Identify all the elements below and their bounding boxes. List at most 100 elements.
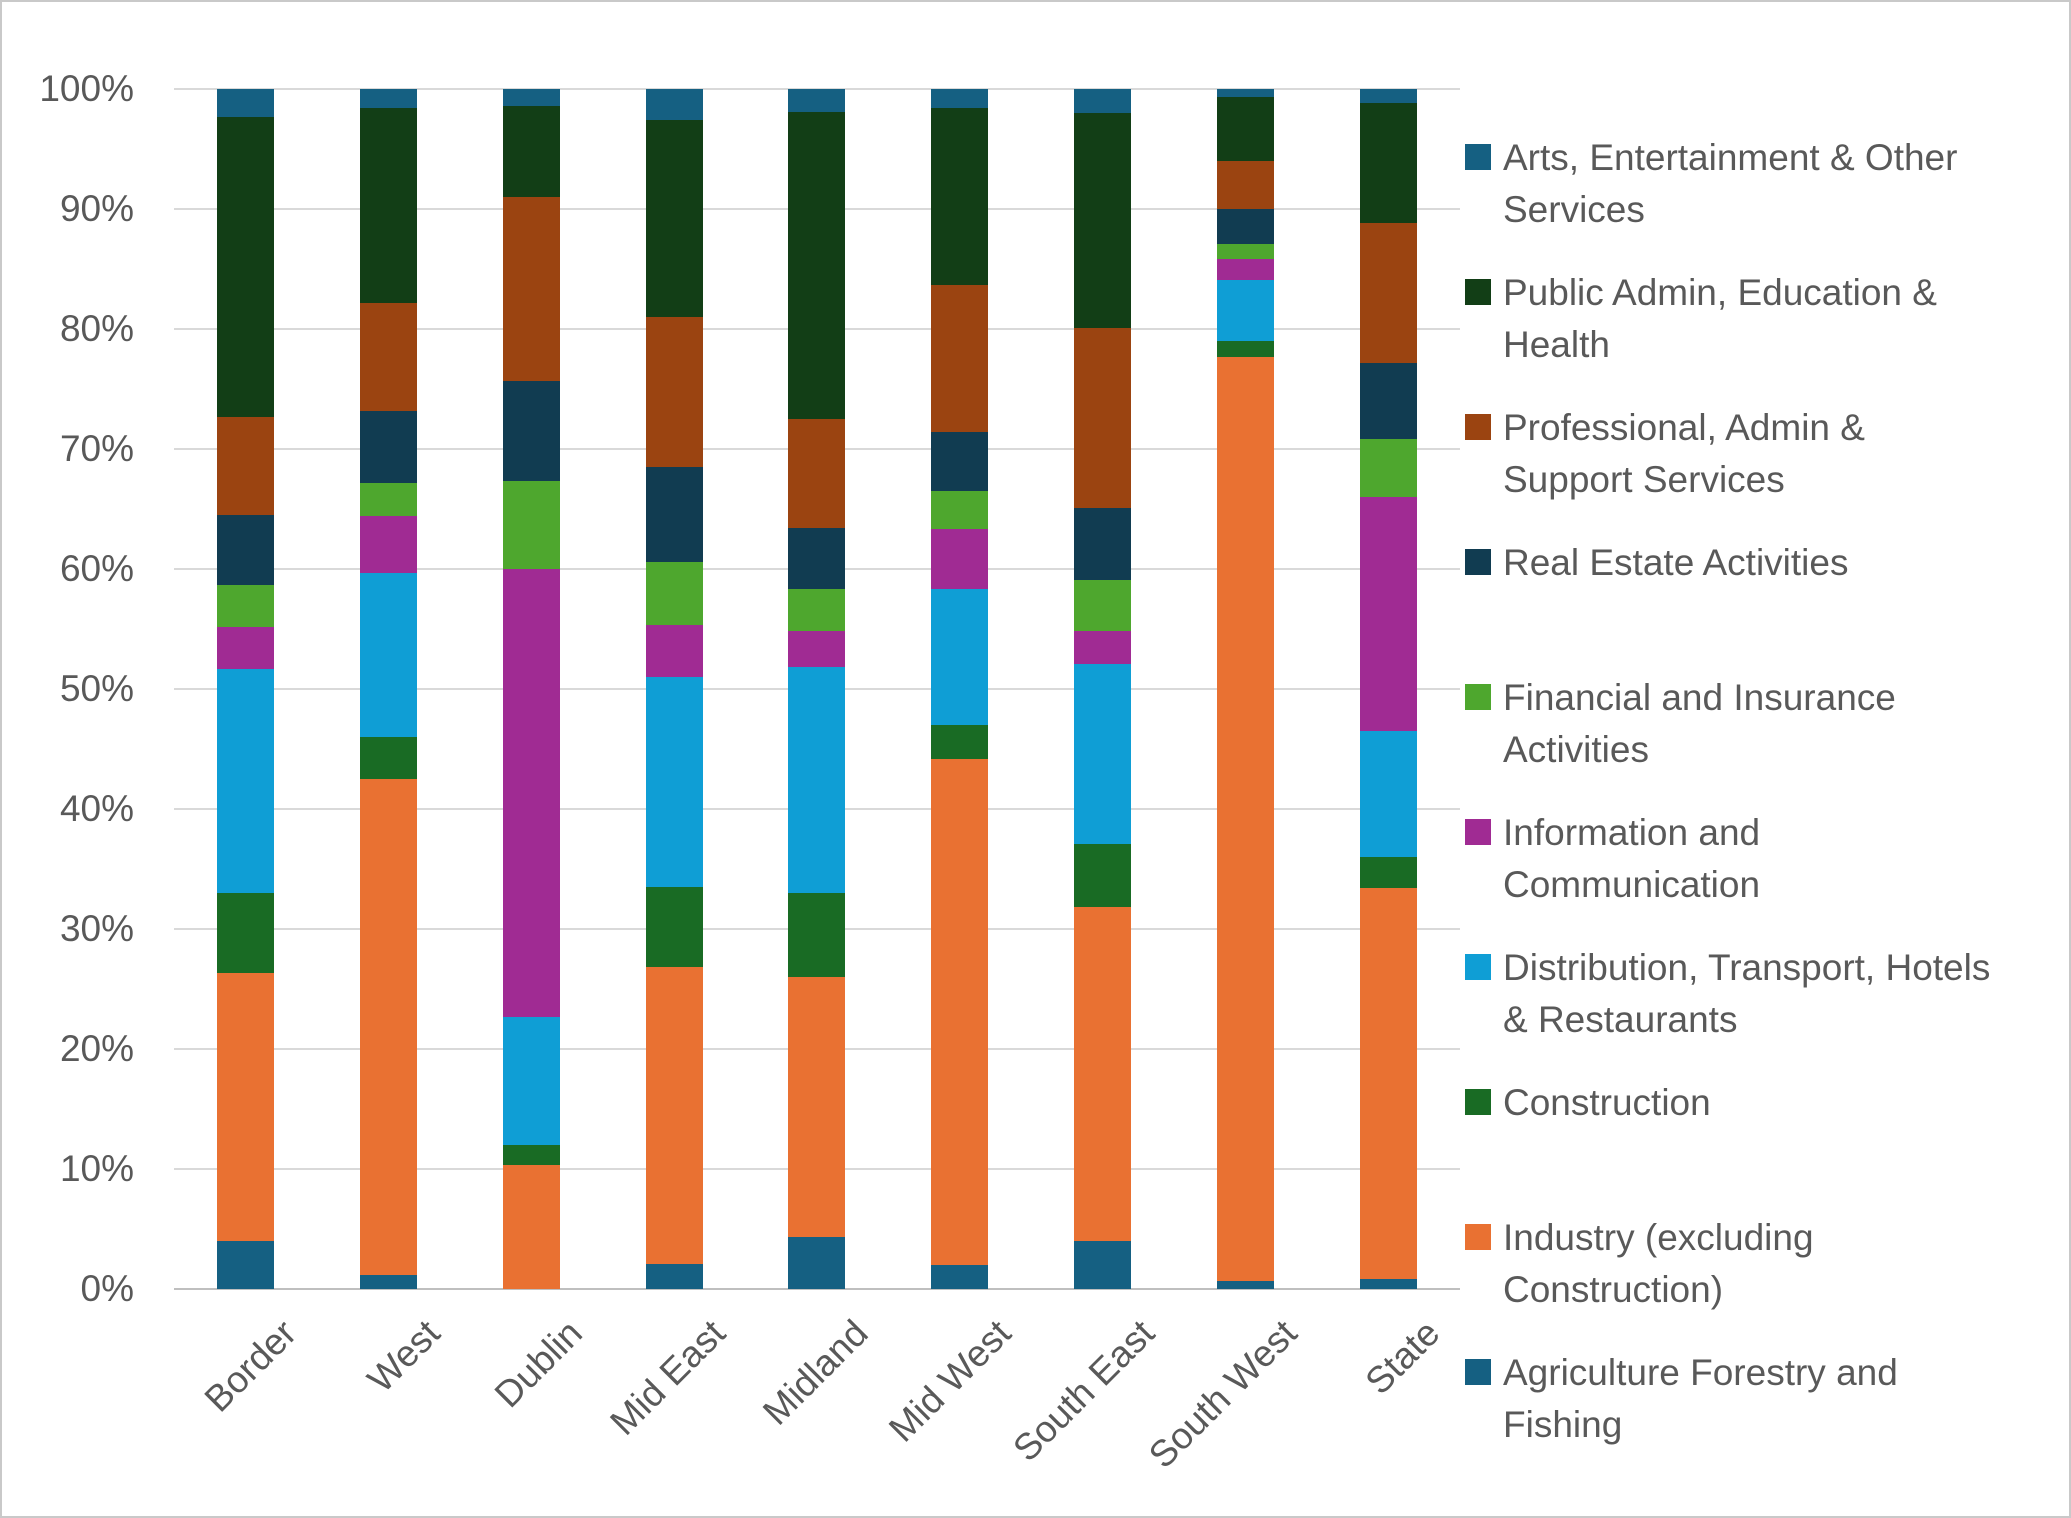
legend-item-financial-and-insurance-activities[interactable]: Financial and Insurance Activities: [1465, 672, 2065, 776]
segment-professional-admin-support-services-dublin[interactable]: [502, 197, 560, 381]
segment-information-and-communication-border[interactable]: [216, 626, 274, 669]
segment-real-estate-activities-mid-west[interactable]: [931, 432, 989, 492]
segment-financial-and-insurance-activities-border[interactable]: [216, 584, 274, 627]
segment-professional-admin-support-services-south-west[interactable]: [1217, 161, 1275, 210]
segment-financial-and-insurance-activities-state[interactable]: [1359, 439, 1417, 498]
segment-construction-midland[interactable]: [788, 893, 846, 978]
bar-state[interactable]: [1359, 89, 1417, 1289]
legend-item-public-admin-education-health[interactable]: Public Admin, Education & Health: [1465, 267, 2065, 371]
segment-public-admin-education-health-mid-east[interactable]: [645, 120, 703, 318]
segment-distribution-transport-hotels-restaurants-south-east[interactable]: [1074, 663, 1132, 844]
segment-industry-excluding-construction-midland[interactable]: [788, 977, 846, 1238]
segment-information-and-communication-south-west[interactable]: [1217, 259, 1275, 280]
bar-mid-west[interactable]: [931, 89, 989, 1289]
bar-south-west[interactable]: [1217, 89, 1275, 1289]
segment-agriculture-forestry-and-fishing-south-west[interactable]: [1217, 1280, 1275, 1289]
segment-public-admin-education-health-south-east[interactable]: [1074, 113, 1132, 328]
segment-information-and-communication-dublin[interactable]: [502, 569, 560, 1017]
segment-agriculture-forestry-and-fishing-midland[interactable]: [788, 1237, 846, 1289]
segment-arts-entertainment-other-services-dublin[interactable]: [502, 89, 560, 106]
segment-distribution-transport-hotels-restaurants-south-west[interactable]: [1217, 279, 1275, 342]
segment-arts-entertainment-other-services-state[interactable]: [1359, 89, 1417, 104]
segment-agriculture-forestry-and-fishing-mid-east[interactable]: [645, 1263, 703, 1289]
segment-distribution-transport-hotels-restaurants-midland[interactable]: [788, 667, 846, 894]
legend-item-industry-excluding-construction[interactable]: Industry (excluding Construction): [1465, 1212, 2065, 1316]
segment-industry-excluding-construction-mid-east[interactable]: [645, 967, 703, 1264]
segment-distribution-transport-hotels-restaurants-mid-east[interactable]: [645, 677, 703, 888]
segment-real-estate-activities-south-east[interactable]: [1074, 507, 1132, 580]
segment-public-admin-education-health-south-west[interactable]: [1217, 97, 1275, 162]
segment-financial-and-insurance-activities-mid-west[interactable]: [931, 491, 989, 530]
segment-real-estate-activities-border[interactable]: [216, 515, 274, 585]
segment-professional-admin-support-services-midland[interactable]: [788, 419, 846, 529]
segment-arts-entertainment-other-services-mid-east[interactable]: [645, 89, 703, 121]
segment-financial-and-insurance-activities-midland[interactable]: [788, 589, 846, 632]
segment-public-admin-education-health-midland[interactable]: [788, 111, 846, 420]
segment-industry-excluding-construction-west[interactable]: [359, 779, 417, 1275]
segment-professional-admin-support-services-state[interactable]: [1359, 223, 1417, 363]
bar-dublin[interactable]: [502, 89, 560, 1289]
segment-construction-west[interactable]: [359, 737, 417, 780]
segment-professional-admin-support-services-border[interactable]: [216, 416, 274, 516]
segment-real-estate-activities-south-west[interactable]: [1217, 209, 1275, 244]
legend-item-construction[interactable]: Construction: [1465, 1077, 2065, 1129]
legend-item-distribution-transport-hotels-restaurants[interactable]: Distribution, Transport, Hotels & Restaur…: [1465, 942, 2065, 1046]
segment-arts-entertainment-other-services-midland[interactable]: [788, 89, 846, 112]
legend-item-agriculture-forestry-and-fishing[interactable]: Agriculture Forestry and Fishing: [1465, 1347, 2065, 1451]
segment-agriculture-forestry-and-fishing-state[interactable]: [1359, 1279, 1417, 1289]
segment-arts-entertainment-other-services-south-west[interactable]: [1217, 89, 1275, 98]
segment-public-admin-education-health-mid-west[interactable]: [931, 108, 989, 285]
segment-agriculture-forestry-and-fishing-south-east[interactable]: [1074, 1241, 1132, 1289]
segment-information-and-communication-mid-east[interactable]: [645, 625, 703, 678]
segment-real-estate-activities-mid-east[interactable]: [645, 467, 703, 562]
segment-financial-and-insurance-activities-dublin[interactable]: [502, 481, 560, 570]
segment-public-admin-education-health-border[interactable]: [216, 116, 274, 417]
segment-distribution-transport-hotels-restaurants-border[interactable]: [216, 668, 274, 894]
bar-mid-east[interactable]: [645, 89, 703, 1289]
segment-industry-excluding-construction-mid-west[interactable]: [931, 758, 989, 1265]
segment-public-admin-education-health-state[interactable]: [1359, 103, 1417, 224]
segment-construction-mid-west[interactable]: [931, 725, 989, 759]
segment-agriculture-forestry-and-fishing-border[interactable]: [216, 1241, 274, 1289]
segment-arts-entertainment-other-services-south-east[interactable]: [1074, 89, 1132, 114]
segment-construction-south-west[interactable]: [1217, 341, 1275, 357]
legend-item-information-and-communication[interactable]: Information and Communication: [1465, 807, 2065, 911]
segment-industry-excluding-construction-south-east[interactable]: [1074, 907, 1132, 1241]
segment-financial-and-insurance-activities-mid-east[interactable]: [645, 561, 703, 626]
segment-construction-border[interactable]: [216, 893, 274, 974]
legend-item-professional-admin-support-services[interactable]: Professional, Admin & Support Services: [1465, 402, 2065, 506]
segment-financial-and-insurance-activities-west[interactable]: [359, 482, 417, 517]
bar-midland[interactable]: [788, 89, 846, 1289]
segment-arts-entertainment-other-services-mid-west[interactable]: [931, 89, 989, 109]
legend-item-arts-entertainment-other-services[interactable]: Arts, Entertainment & Other Services: [1465, 132, 2065, 236]
segment-real-estate-activities-west[interactable]: [359, 410, 417, 483]
segment-financial-and-insurance-activities-south-east[interactable]: [1074, 579, 1132, 632]
segment-information-and-communication-mid-west[interactable]: [931, 529, 989, 590]
segment-construction-dublin[interactable]: [502, 1145, 560, 1166]
segment-real-estate-activities-midland[interactable]: [788, 528, 846, 590]
segment-information-and-communication-midland[interactable]: [788, 631, 846, 668]
segment-industry-excluding-construction-dublin[interactable]: [502, 1165, 560, 1289]
bar-border[interactable]: [216, 89, 274, 1289]
bar-west[interactable]: [359, 89, 417, 1289]
segment-agriculture-forestry-and-fishing-mid-west[interactable]: [931, 1265, 989, 1289]
segment-information-and-communication-west[interactable]: [359, 516, 417, 573]
segment-professional-admin-support-services-west[interactable]: [359, 302, 417, 411]
segment-arts-entertainment-other-services-border[interactable]: [216, 89, 274, 117]
segment-public-admin-education-health-dublin[interactable]: [502, 105, 560, 198]
segment-information-and-communication-south-east[interactable]: [1074, 631, 1132, 664]
segment-professional-admin-support-services-south-east[interactable]: [1074, 327, 1132, 508]
segment-real-estate-activities-state[interactable]: [1359, 362, 1417, 440]
segment-distribution-transport-hotels-restaurants-west[interactable]: [359, 572, 417, 738]
segment-arts-entertainment-other-services-west[interactable]: [359, 89, 417, 109]
segment-construction-mid-east[interactable]: [645, 887, 703, 968]
segment-distribution-transport-hotels-restaurants-state[interactable]: [1359, 731, 1417, 858]
segment-agriculture-forestry-and-fishing-west[interactable]: [359, 1274, 417, 1289]
segment-professional-admin-support-services-mid-west[interactable]: [931, 284, 989, 433]
segment-construction-state[interactable]: [1359, 857, 1417, 889]
segment-public-admin-education-health-west[interactable]: [359, 108, 417, 303]
segment-industry-excluding-construction-south-west[interactable]: [1217, 356, 1275, 1281]
segment-information-and-communication-state[interactable]: [1359, 497, 1417, 732]
segment-industry-excluding-construction-state[interactable]: [1359, 888, 1417, 1280]
segment-financial-and-insurance-activities-south-west[interactable]: [1217, 243, 1275, 260]
